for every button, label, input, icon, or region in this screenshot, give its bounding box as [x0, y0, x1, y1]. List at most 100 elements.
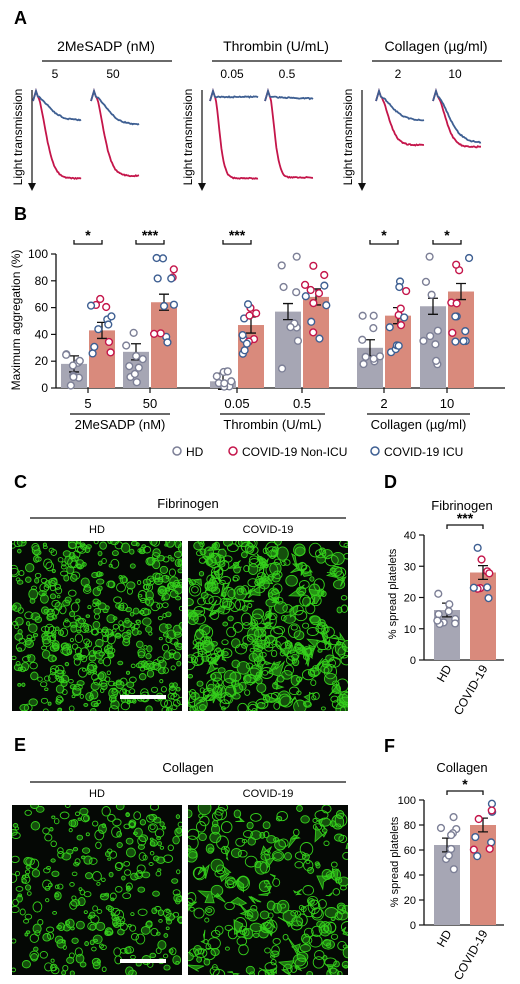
platelet [108, 871, 114, 878]
platelet [54, 583, 61, 590]
platelet [96, 909, 103, 914]
y-tick-label: 60 [404, 845, 416, 857]
platelet [77, 896, 86, 907]
covid-4-point [402, 286, 411, 296]
platelet [151, 541, 160, 547]
group-label: Collagen (µg/ml) [371, 417, 467, 432]
spread-platelet [345, 842, 348, 850]
platelet [112, 628, 117, 633]
significance-stars: * [462, 776, 468, 792]
platelet [13, 663, 23, 672]
platelet [309, 576, 315, 582]
hd-4-point [369, 311, 378, 320]
significance-stars: * [85, 227, 91, 243]
platelet [157, 868, 162, 872]
platelet [108, 705, 119, 711]
platelet [242, 622, 251, 630]
platelet [69, 900, 78, 910]
spread-platelet [306, 638, 319, 658]
platelet [121, 875, 126, 881]
spread-platelet [325, 892, 333, 897]
spot-0-point [447, 830, 456, 840]
platelet [271, 945, 280, 956]
platelet [312, 823, 323, 831]
tracing-y-label-2: Light transmission [341, 89, 355, 186]
platelet [42, 708, 49, 711]
platelet [212, 964, 218, 971]
platelet [72, 550, 81, 559]
platelet [25, 884, 32, 891]
significance-bracket [432, 240, 462, 245]
spot-1-point [483, 583, 492, 592]
y-tick-label: 40 [35, 327, 49, 341]
platelet [130, 912, 135, 917]
platelet [246, 545, 259, 556]
platelet [96, 881, 101, 886]
platelet [234, 598, 246, 611]
platelet [117, 660, 124, 666]
platelet [282, 933, 289, 941]
spot-0-point [450, 619, 460, 628]
platelet [247, 578, 259, 588]
platelet [104, 930, 109, 934]
platelet [64, 661, 70, 667]
platelet [338, 876, 348, 887]
platelet [169, 682, 175, 689]
platelet [241, 551, 248, 559]
platelet [311, 695, 317, 701]
platelet [149, 541, 158, 546]
platelet [303, 701, 312, 708]
platelet [198, 570, 205, 577]
covid-0-point [102, 302, 111, 312]
platelet [310, 667, 321, 676]
spread-platelet [331, 631, 346, 641]
platelet [90, 681, 100, 691]
platelet [168, 568, 176, 577]
platelet [120, 701, 130, 711]
x-tick-label: 5 [84, 396, 91, 411]
platelet [52, 911, 58, 915]
platelet [106, 670, 111, 676]
significance-bracket [222, 240, 252, 245]
tracing-y-label-1: Light transmission [181, 89, 195, 186]
platelet [92, 598, 100, 605]
spread-platelet [295, 677, 304, 686]
platelet [64, 920, 71, 926]
platelet [168, 948, 174, 954]
platelet [92, 871, 102, 882]
platelet [72, 847, 79, 852]
hd-5-point [425, 252, 434, 261]
covid-0-point [104, 320, 113, 329]
platelet [42, 879, 52, 890]
platelet [262, 821, 271, 830]
platelet [77, 817, 82, 821]
tracing-icu-2-0 [375, 88, 425, 122]
platelet [262, 669, 269, 676]
platelet [226, 626, 237, 638]
platelet [324, 907, 339, 919]
covid-3-point [309, 328, 318, 337]
platelet [167, 581, 177, 591]
tracing-noicu-2-0 [375, 88, 425, 147]
hd-3-point [277, 261, 286, 270]
platelet [145, 625, 153, 633]
platelet [158, 659, 167, 669]
platelet [292, 604, 304, 616]
platelet [107, 580, 116, 589]
platelet [92, 587, 102, 597]
tracing-arrowhead-1 [198, 183, 206, 191]
platelet [198, 704, 207, 711]
platelet [159, 589, 164, 593]
tracing-noicu-0-1 [90, 88, 140, 178]
platelet [142, 545, 152, 554]
platelet [118, 602, 128, 612]
platelet [116, 842, 123, 848]
platelet [219, 598, 229, 608]
platelet [161, 602, 169, 608]
platelet [96, 578, 105, 585]
platelet [178, 621, 182, 630]
platelet [193, 866, 207, 881]
platelet [123, 860, 131, 867]
platelet [306, 627, 319, 636]
